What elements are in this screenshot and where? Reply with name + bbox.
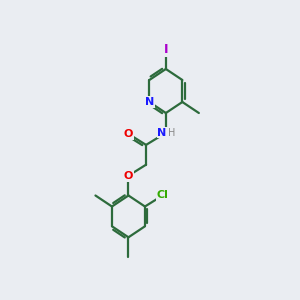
Text: N: N (145, 97, 154, 107)
Text: H: H (168, 128, 175, 138)
Text: N: N (157, 128, 167, 138)
Text: O: O (124, 171, 133, 181)
Text: Cl: Cl (157, 190, 169, 200)
Text: I: I (164, 43, 168, 56)
Text: O: O (124, 129, 133, 139)
